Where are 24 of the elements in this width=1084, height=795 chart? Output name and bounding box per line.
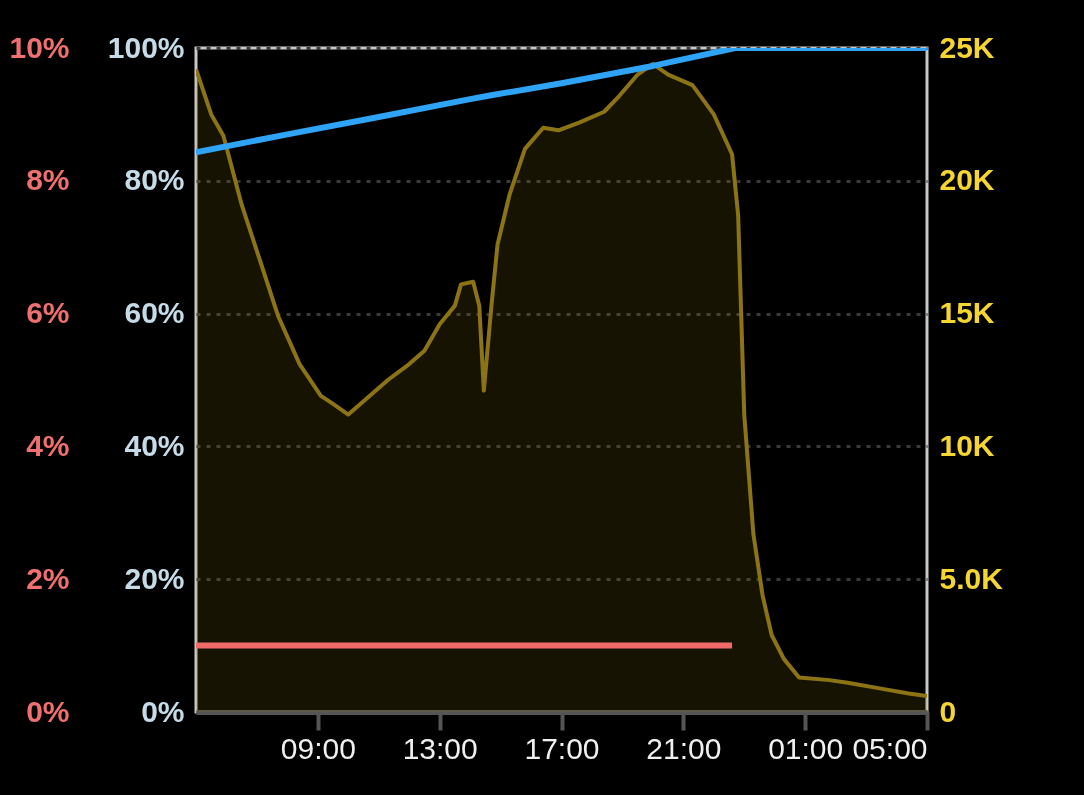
x-tick-label: 01:00: [768, 731, 844, 765]
x-tick-label: 17:00: [524, 731, 600, 765]
x-tick-label: 13:00: [402, 731, 478, 765]
y3-tick-label: 2%: [26, 561, 70, 595]
y3-tick-label: 8%: [26, 163, 70, 197]
y-tick-label: 0%: [141, 694, 185, 728]
x-tick-label: 05:00: [852, 731, 928, 765]
y3-tick-label: 0%: [26, 694, 70, 728]
y-tick-label: 80%: [124, 163, 185, 197]
x-tick-label: 21:00: [646, 731, 722, 765]
y-tick-label: 40%: [124, 428, 185, 462]
y-tick-label: 60%: [124, 296, 185, 330]
y2-tick-label: 25K: [939, 30, 995, 64]
y2-tick-label: 0: [939, 694, 957, 728]
y2-tick-label: 15K: [939, 296, 995, 330]
y3-tick-label: 6%: [26, 296, 70, 330]
y3-tick-label: 4%: [26, 428, 70, 462]
y2-tick-label: 5.0K: [939, 561, 1004, 595]
y3-tick-label: 10%: [9, 30, 70, 64]
y-tick-label: 100%: [107, 30, 185, 64]
y-tick-label: 20%: [124, 561, 185, 595]
y2-tick-label: 20K: [939, 163, 995, 197]
x-tick-label: 09:00: [280, 731, 356, 765]
y2-tick-label: 10K: [939, 428, 995, 462]
